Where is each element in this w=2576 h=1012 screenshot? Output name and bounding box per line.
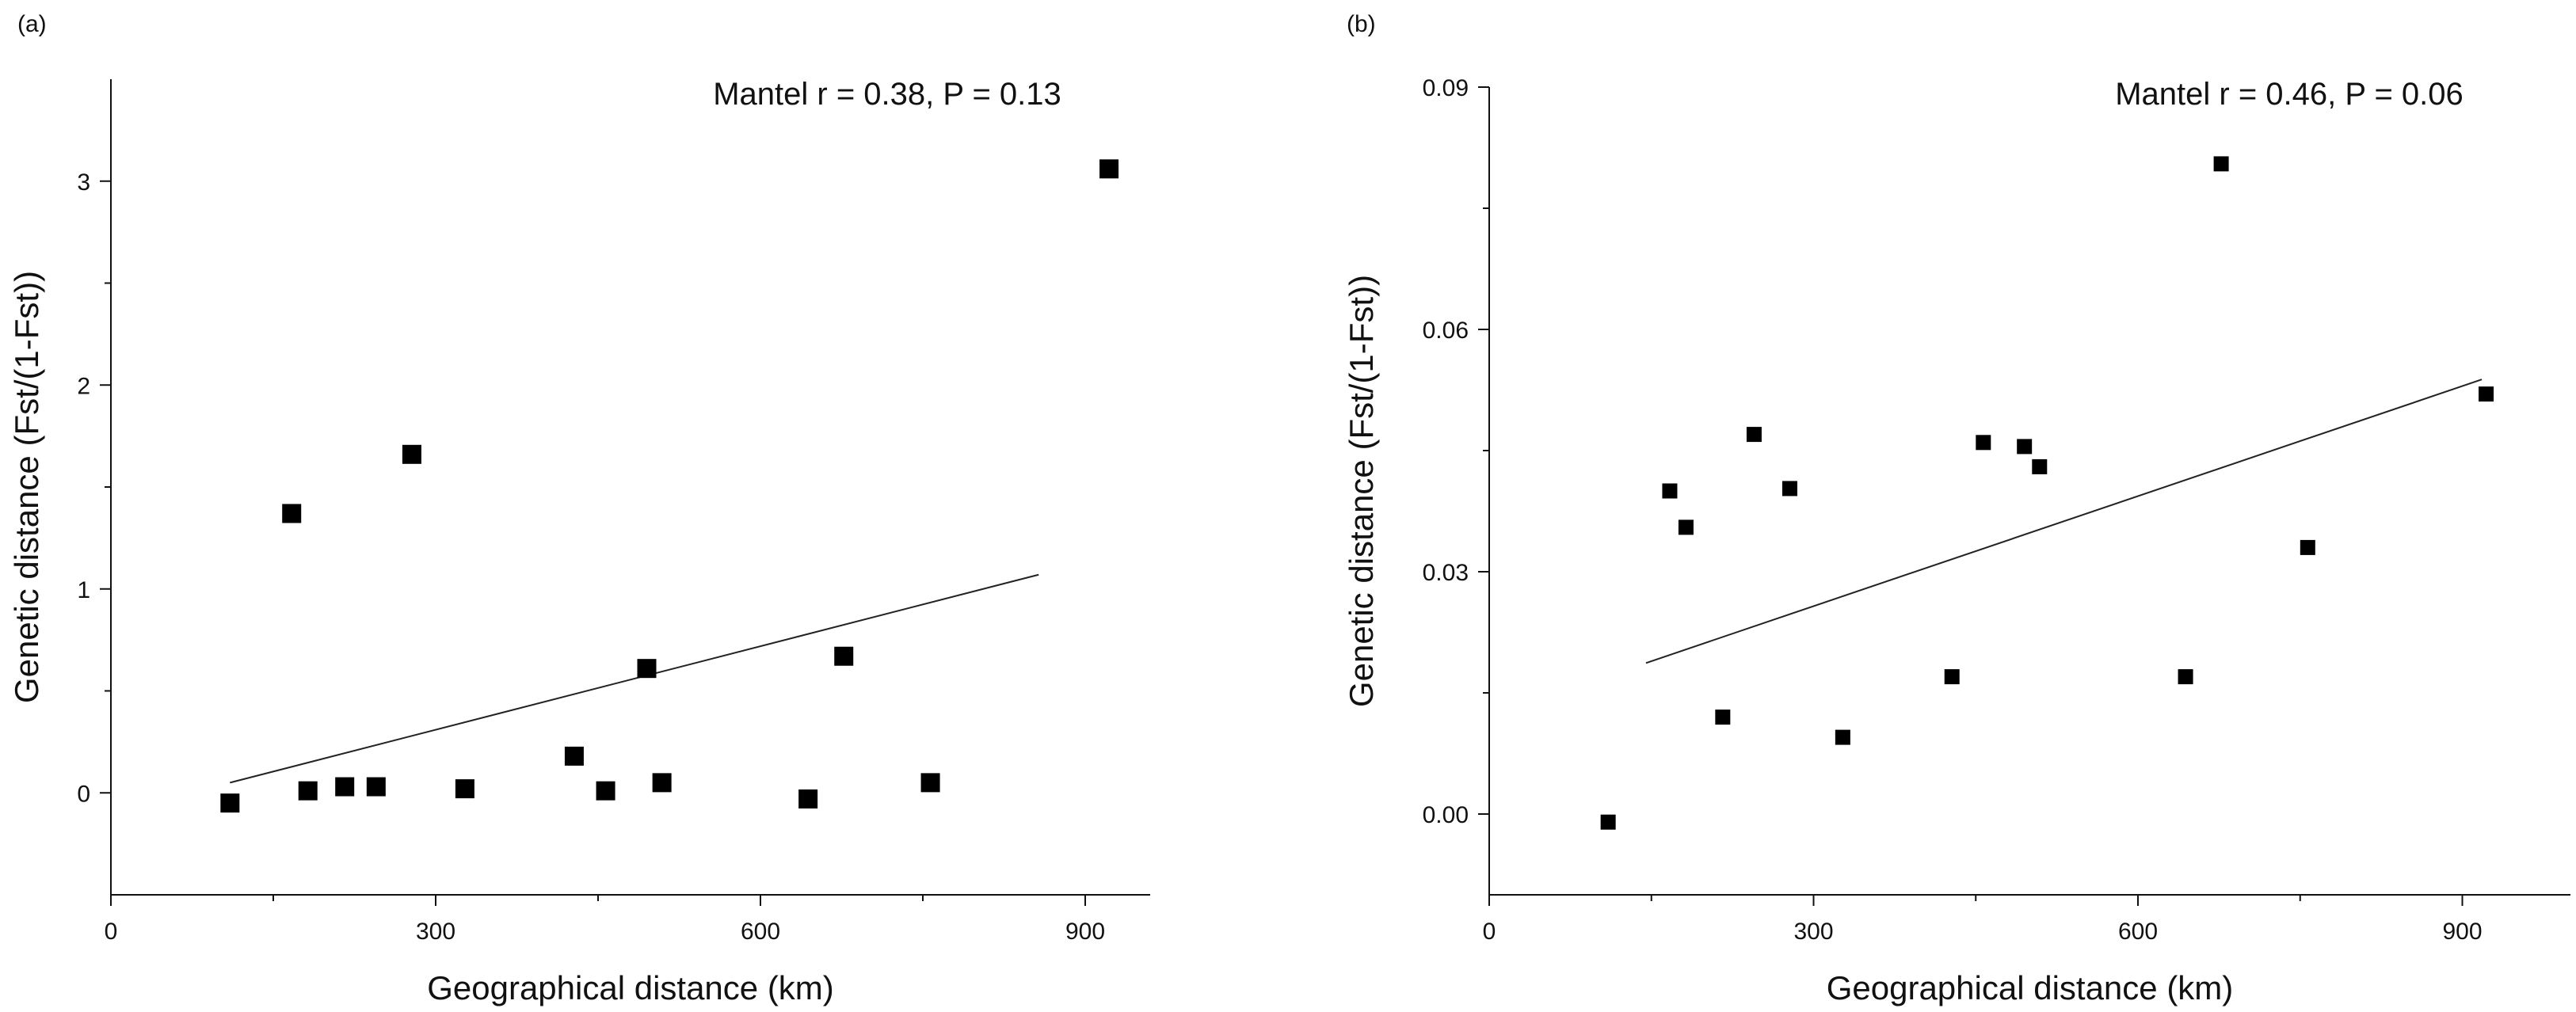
data-point <box>1715 710 1731 725</box>
data-point <box>834 646 854 666</box>
data-point <box>2300 539 2315 555</box>
data-point <box>1600 814 1616 830</box>
data-point <box>637 659 657 679</box>
data-point <box>1944 669 1960 685</box>
data-point <box>2213 156 2229 172</box>
data-point <box>1678 519 1694 535</box>
data-point <box>1976 435 1991 451</box>
x-tick-label: 300 <box>416 919 455 945</box>
y-axis-label: Genetic distance (Fst/(1-Fst)) <box>8 271 45 703</box>
regression-line <box>230 573 1039 784</box>
y-tick-label: 0.00 <box>1423 802 1469 828</box>
x-tick-label: 300 <box>1793 919 1833 945</box>
data-point <box>402 444 421 464</box>
data-point <box>282 504 302 523</box>
data-point <box>2017 439 2033 455</box>
panel-b: 0 300 600 900 0.00 0.03 0.06 0.09 (b) Mantel r = … <box>1343 11 2570 1006</box>
data-point <box>220 793 240 813</box>
y-tick-label: 0.03 <box>1423 560 1469 586</box>
y-tick-label: 1 <box>77 577 90 603</box>
data-point <box>596 781 615 801</box>
y-tick-label: 0.06 <box>1423 318 1469 344</box>
x-axis-label: Geographical distance (km) <box>427 969 834 1006</box>
x-tick-label: 900 <box>1065 919 1105 945</box>
data-point <box>652 773 672 793</box>
data-point <box>335 777 355 797</box>
x-tick-label: 0 <box>1483 919 1496 945</box>
panel-label: (b) <box>1347 11 1376 37</box>
data-point <box>298 781 318 801</box>
x-tick-label: 600 <box>741 919 780 945</box>
x-tick-label: 900 <box>2442 919 2482 945</box>
panel-a: 0 300 600 900 0 1 2 3 (a) Mantel r = 0.38, P = 0.… <box>8 11 1150 1006</box>
data-point <box>2178 669 2193 685</box>
data-point <box>2479 386 2494 402</box>
x-tick-label: 600 <box>2118 919 2158 945</box>
data-point <box>1099 159 1119 179</box>
data-point <box>920 773 940 793</box>
data-point <box>455 779 474 799</box>
data-point <box>564 746 584 766</box>
panel-label: (a) <box>17 11 47 37</box>
y-tick-label: 3 <box>77 169 90 196</box>
data-point <box>1662 483 1678 499</box>
data-point <box>1746 427 1762 443</box>
y-axis-label: Genetic distance (Fst/(1-Fst)) <box>1343 275 1380 707</box>
data-point <box>2032 458 2048 474</box>
y-tick-label: 2 <box>77 373 90 399</box>
data-point <box>366 777 386 797</box>
y-tick-label: 0 <box>77 781 90 807</box>
mantel-annotation: Mantel r = 0.46, P = 0.06 <box>2115 77 2464 112</box>
data-point <box>1781 481 1797 496</box>
x-axis-label: Geographical distance (km) <box>1827 969 2234 1006</box>
x-tick-label: 0 <box>105 919 118 945</box>
regression-line <box>1645 379 2483 664</box>
y-tick-label: 0.09 <box>1423 75 1469 101</box>
data-point <box>1835 729 1850 745</box>
data-point <box>798 789 818 808</box>
mantel-annotation: Mantel r = 0.38, P = 0.13 <box>713 77 1061 112</box>
